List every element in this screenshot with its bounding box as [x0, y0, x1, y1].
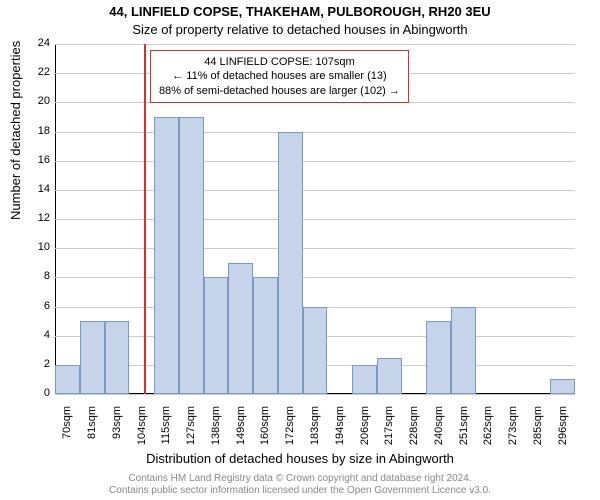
x-tick-label: 149sqm [235, 406, 247, 466]
x-tick-label: 296sqm [557, 406, 569, 466]
histogram-bar [105, 321, 130, 394]
gridline [55, 190, 575, 191]
x-tick-label: 251sqm [458, 406, 470, 466]
x-tick-label: 172sqm [284, 406, 296, 466]
histogram-bar [352, 365, 377, 394]
histogram-bar [426, 321, 451, 394]
histogram-bar [377, 358, 402, 394]
x-tick-label: 240sqm [433, 406, 445, 466]
y-tick-label: 6 [10, 300, 50, 312]
histogram-bar [253, 277, 278, 394]
gridline [55, 394, 575, 395]
marker-line [144, 44, 146, 394]
histogram-bar [278, 132, 303, 395]
histogram-bar [550, 379, 575, 394]
gridline [55, 44, 575, 45]
y-tick-label: 2 [10, 358, 50, 370]
x-tick-label: 138sqm [210, 406, 222, 466]
chart-title-main: 44, LINFIELD COPSE, THAKEHAM, PULBOROUGH… [0, 4, 600, 19]
histogram-bar [55, 365, 80, 394]
histogram-bar [204, 277, 229, 394]
x-tick-label: 104sqm [136, 406, 148, 466]
y-tick-label: 16 [10, 154, 50, 166]
x-tick-label: 273sqm [507, 406, 519, 466]
histogram-bar [154, 117, 179, 394]
y-tick-label: 18 [10, 125, 50, 137]
x-tick-label: 160sqm [259, 406, 271, 466]
footer-line-2: Contains public sector information licen… [0, 485, 600, 497]
x-tick-label: 127sqm [185, 406, 197, 466]
footer-line-1: Contains HM Land Registry data © Crown c… [0, 473, 600, 485]
x-tick-label: 217sqm [383, 406, 395, 466]
x-tick-label: 81sqm [86, 406, 98, 466]
histogram-bar [80, 321, 105, 394]
footer: Contains HM Land Registry data © Crown c… [0, 473, 600, 497]
x-tick-label: 206sqm [359, 406, 371, 466]
legend-box: 44 LINFIELD COPSE: 107sqm ← 11% of detac… [150, 50, 409, 103]
x-tick-label: 183sqm [309, 406, 321, 466]
y-tick-label: 12 [10, 212, 50, 224]
chart-title-sub: Size of property relative to detached ho… [0, 22, 600, 37]
gridline [55, 161, 575, 162]
y-tick-label: 24 [10, 37, 50, 49]
y-tick-label: 8 [10, 270, 50, 282]
histogram-bar [303, 307, 328, 395]
legend-line-1: 44 LINFIELD COPSE: 107sqm [159, 55, 400, 69]
legend-line-2: ← 11% of detached houses are smaller (13… [159, 69, 400, 83]
chart-container: 44, LINFIELD COPSE, THAKEHAM, PULBOROUGH… [0, 0, 600, 500]
y-tick-label: 22 [10, 66, 50, 78]
gridline [55, 248, 575, 249]
x-tick-label: 70sqm [61, 406, 73, 466]
gridline [55, 132, 575, 133]
histogram-bar [179, 117, 204, 394]
x-tick-label: 115sqm [160, 406, 172, 466]
gridline [55, 219, 575, 220]
gridline [55, 277, 575, 278]
histogram-bar [228, 263, 253, 394]
y-tick-label: 20 [10, 95, 50, 107]
legend-line-3: 88% of semi-detached houses are larger (… [159, 84, 400, 98]
x-tick-label: 228sqm [408, 406, 420, 466]
x-tick-label: 262sqm [482, 406, 494, 466]
histogram-bar [451, 307, 476, 395]
x-tick-label: 194sqm [334, 406, 346, 466]
x-tick-label: 285sqm [532, 406, 544, 466]
y-tick-label: 4 [10, 329, 50, 341]
y-tick-label: 14 [10, 183, 50, 195]
x-tick-label: 93sqm [111, 406, 123, 466]
y-tick-label: 10 [10, 241, 50, 253]
y-tick-label: 0 [10, 387, 50, 399]
